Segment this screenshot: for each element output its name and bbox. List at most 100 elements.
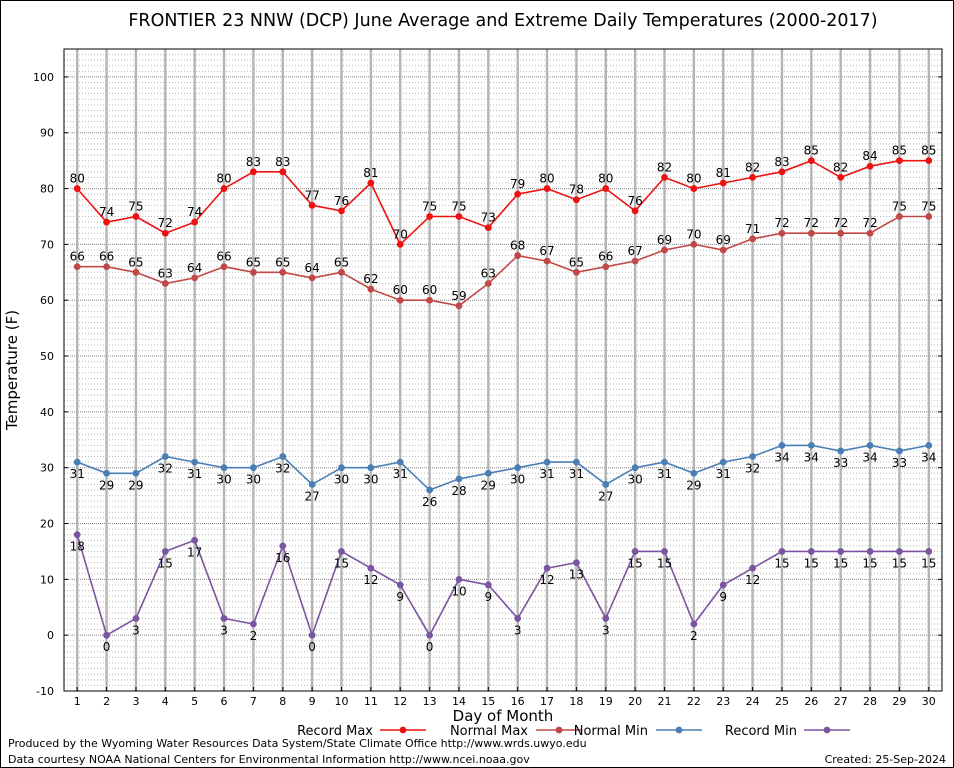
series-layer: 80 74 75 72 74 80 83 83 77 76 81 70 75 75 73 79 80 78 80 76… xyxy=(70,144,937,655)
data-label: 60 xyxy=(393,283,408,297)
legend-item: Normal Min xyxy=(574,724,702,739)
data-point xyxy=(396,240,404,248)
y-tick-label: -10 xyxy=(36,685,54,698)
data-label: 64 xyxy=(187,261,202,275)
data-label: 32 xyxy=(275,462,290,476)
data-label: 27 xyxy=(304,489,319,503)
data-label: 3 xyxy=(602,623,610,637)
data-label: 72 xyxy=(804,216,819,230)
data-label: 12 xyxy=(363,573,378,587)
data-point xyxy=(543,185,551,192)
data-label: 75 xyxy=(451,199,466,213)
data-label: 65 xyxy=(334,255,349,269)
data-point xyxy=(719,581,727,589)
data-label: 66 xyxy=(70,250,85,264)
data-label: 68 xyxy=(510,239,525,253)
data-label: 71 xyxy=(745,222,760,236)
data-point xyxy=(631,464,639,472)
x-tick-label: 27 xyxy=(834,695,848,708)
data-label: 32 xyxy=(158,462,173,476)
legend-label: Record Max xyxy=(297,724,373,739)
data-label: 30 xyxy=(216,473,231,487)
data-label: 15 xyxy=(657,556,672,570)
data-point xyxy=(426,486,433,494)
data-label: 76 xyxy=(627,194,642,208)
data-label: 85 xyxy=(892,144,907,158)
data-point xyxy=(484,581,492,589)
data-label: 9 xyxy=(719,590,727,604)
plot-frame xyxy=(63,48,943,692)
data-point xyxy=(749,453,756,460)
data-label: 84 xyxy=(862,149,877,163)
data-label: 15 xyxy=(892,556,907,570)
data-point xyxy=(514,190,522,198)
data-label: 34 xyxy=(862,450,877,464)
data-point xyxy=(455,213,463,220)
data-label: 15 xyxy=(158,556,173,570)
legend-marker xyxy=(675,726,683,734)
series-line xyxy=(76,159,929,246)
data-point xyxy=(161,453,169,460)
legend-marker xyxy=(555,726,563,734)
data-point xyxy=(778,441,786,449)
data-point xyxy=(308,274,316,282)
data-label: 82 xyxy=(745,160,760,174)
data-point xyxy=(749,564,756,572)
data-label: 83 xyxy=(275,155,290,169)
data-label: 15 xyxy=(334,556,349,570)
x-tick-label: 18 xyxy=(569,695,583,708)
data-label: 31 xyxy=(187,467,202,481)
data-label: 31 xyxy=(716,467,731,481)
data-label: 34 xyxy=(774,450,789,464)
data-point xyxy=(426,213,433,220)
data-label: 65 xyxy=(246,255,261,269)
data-label: 63 xyxy=(481,266,496,280)
data-label: 0 xyxy=(308,640,316,654)
data-label: 34 xyxy=(804,450,819,464)
legend-marker xyxy=(823,726,831,734)
data-label: 29 xyxy=(481,478,496,492)
y-tick-label: 80 xyxy=(40,183,54,196)
data-point xyxy=(250,620,257,628)
data-label: 80 xyxy=(598,172,613,186)
data-label: 60 xyxy=(422,283,437,297)
data-label: 33 xyxy=(833,456,848,470)
x-tick-label: 24 xyxy=(746,695,760,708)
x-tick-label: 23 xyxy=(716,695,730,708)
legend-item: Record Max xyxy=(297,724,426,739)
data-point xyxy=(338,268,345,276)
x-tick-label: 30 xyxy=(922,695,936,708)
data-point xyxy=(73,458,81,466)
data-point xyxy=(367,564,375,572)
data-label: 29 xyxy=(128,478,143,492)
data-label: 16 xyxy=(275,551,290,565)
data-label: 62 xyxy=(363,272,378,286)
x-tick-label: 17 xyxy=(540,695,554,708)
grid-lines xyxy=(64,49,942,692)
data-point xyxy=(103,469,110,477)
data-point xyxy=(778,229,786,237)
x-tick-label: 9 xyxy=(309,695,316,708)
data-point xyxy=(279,268,287,276)
data-label: 80 xyxy=(70,172,85,186)
data-point xyxy=(866,162,874,170)
data-point xyxy=(396,581,404,589)
data-point xyxy=(396,296,404,304)
data-label: 59 xyxy=(451,289,466,303)
data-label: 72 xyxy=(862,216,877,230)
data-label: 74 xyxy=(187,205,202,219)
data-label: 85 xyxy=(921,144,936,158)
data-label: 15 xyxy=(921,556,936,570)
data-label: 3 xyxy=(220,623,228,637)
legend-item: Record Min xyxy=(725,724,850,739)
data-label: 72 xyxy=(833,216,848,230)
x-tick-label: 29 xyxy=(892,695,906,708)
x-tick-label: 15 xyxy=(481,695,495,708)
data-label: 67 xyxy=(627,244,642,258)
data-point xyxy=(220,263,228,271)
data-label: 34 xyxy=(921,450,936,464)
y-tick-label: 90 xyxy=(40,127,54,140)
data-label: 31 xyxy=(569,467,584,481)
data-point xyxy=(543,257,551,265)
